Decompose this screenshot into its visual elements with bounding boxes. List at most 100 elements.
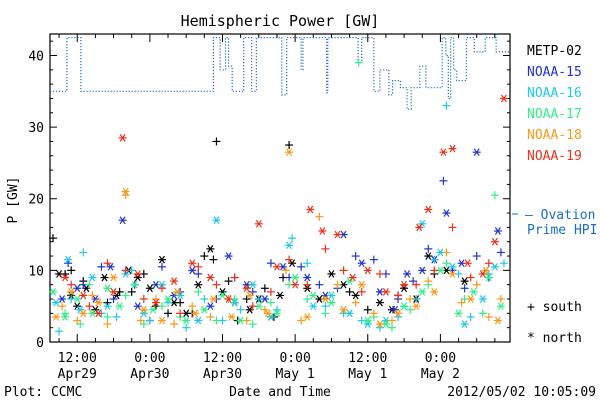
north-point: [403, 270, 412, 278]
north-point: [415, 223, 424, 232]
south-point: [333, 280, 342, 289]
south-point: [321, 309, 330, 318]
south-point: [112, 312, 121, 321]
north-point: [103, 284, 112, 293]
south-point: [145, 316, 154, 325]
legend-entry: NOAA-17: [527, 107, 582, 122]
north-point: [493, 227, 502, 235]
north-point: [448, 262, 457, 271]
south-point: [206, 312, 215, 321]
south-point: [170, 320, 179, 329]
south-point: [67, 280, 76, 289]
north-point: [94, 309, 103, 318]
south-point: [315, 212, 324, 221]
south-point: [176, 309, 185, 318]
south-point: [448, 223, 457, 232]
south-point: [424, 277, 433, 286]
south-point: [121, 266, 130, 275]
north-point: [173, 288, 182, 296]
north-point: [291, 280, 300, 289]
north-point: [118, 134, 127, 142]
north-point: [400, 302, 409, 311]
north-point: [478, 270, 487, 278]
south-point: [58, 302, 67, 311]
north-point: [254, 219, 263, 228]
north-point: [327, 291, 336, 300]
south-point: [406, 295, 415, 304]
south-point: [248, 302, 257, 311]
south-point: [212, 137, 221, 146]
north-point: [309, 302, 318, 311]
y-tick-label: 40: [28, 49, 44, 64]
south-point: [260, 305, 269, 314]
south-point: [157, 262, 166, 271]
south-point: [490, 191, 499, 200]
south-point: [285, 255, 294, 264]
north-point: [188, 259, 197, 268]
south-point: [139, 295, 148, 304]
south-point: [387, 316, 396, 325]
south-point: [466, 273, 475, 282]
south-point: [484, 312, 493, 321]
north-point: [52, 298, 61, 307]
north-point: [272, 309, 281, 318]
south-point: [266, 298, 275, 307]
north-point: [363, 320, 372, 328]
south-point: [188, 302, 197, 311]
south-point: [496, 248, 505, 257]
y-tick-label: 20: [28, 193, 44, 208]
north-point: [79, 309, 88, 318]
south-point: [242, 316, 251, 325]
north-point: [439, 148, 448, 157]
north-point: [333, 230, 342, 239]
y-tick-label: 30: [28, 121, 44, 136]
south-point: [484, 259, 493, 268]
south-point: [194, 269, 203, 278]
south-point: [194, 287, 203, 296]
south-point: [303, 280, 312, 289]
north-point: [285, 241, 294, 250]
north-point: [363, 266, 372, 275]
south-point: [73, 316, 82, 325]
chart-title: Hemispheric Power [GW]: [181, 12, 380, 30]
legend-entry: NOAA-18: [527, 128, 582, 143]
south-point: [345, 287, 354, 296]
north-point: [109, 273, 118, 282]
south-point: [369, 309, 378, 318]
south-point: [303, 295, 312, 304]
x-axis-label: Date and Time: [229, 385, 331, 400]
north-point: [164, 295, 173, 303]
south-point: [242, 295, 251, 304]
north-point: [348, 273, 357, 282]
north-point: [375, 320, 384, 328]
south-point: [85, 302, 94, 311]
north-point: [218, 288, 227, 296]
north-point: [157, 316, 166, 325]
north-symbol-legend: * north: [527, 331, 582, 346]
south-point: [212, 316, 221, 325]
south-point: [157, 284, 166, 293]
south-point: [472, 252, 481, 261]
south-point: [164, 309, 173, 318]
south-point: [351, 298, 360, 307]
north-point: [52, 313, 61, 321]
south-point: [496, 295, 505, 304]
footer-right: 2012/05/02 10:05:09: [447, 385, 596, 400]
south-point: [375, 269, 384, 278]
south-point: [315, 280, 324, 289]
south-point: [79, 248, 88, 257]
south-point: [442, 248, 451, 257]
south-point: [248, 320, 257, 329]
south-point: [127, 287, 136, 296]
south-point: [109, 295, 118, 304]
south-point: [303, 259, 312, 268]
south-point: [209, 255, 218, 264]
south-point: [103, 259, 112, 268]
north-point: [139, 309, 148, 318]
north-point: [118, 216, 127, 225]
footer-left: Plot: CCMC: [4, 385, 82, 400]
south-point: [394, 291, 403, 300]
north-point: [375, 298, 384, 307]
north-point: [309, 291, 318, 300]
x-tick-label-time: 12:00: [203, 351, 242, 366]
